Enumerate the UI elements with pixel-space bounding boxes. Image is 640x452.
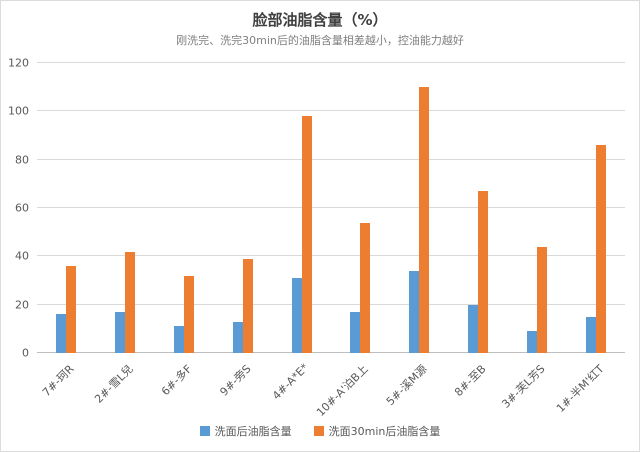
bar-group: [272, 63, 331, 353]
y-tick-label: 0: [22, 346, 29, 360]
gridline: [37, 110, 625, 112]
legend-swatch-orange-icon: [313, 426, 324, 436]
bar-group: [155, 63, 214, 353]
bar-group: [390, 63, 449, 353]
bar-30min-after: [595, 145, 606, 353]
gridline: [37, 303, 625, 305]
bar-30min-after: [360, 222, 371, 353]
bar-after-wash: [409, 270, 420, 353]
bar-after-wash: [291, 278, 302, 353]
bar-after-wash: [350, 311, 361, 353]
bar-30min-after: [536, 246, 547, 353]
bar-group: [566, 63, 625, 353]
plot-area: [37, 62, 625, 353]
y-tick-label: 120: [8, 56, 29, 70]
bar-30min-after: [301, 116, 312, 353]
legend-item-after-wash: 洗面后油脂含量: [199, 423, 292, 439]
bar-30min-after: [477, 191, 488, 353]
bar-group: [37, 63, 96, 353]
bar-group: [331, 63, 390, 353]
bar-after-wash: [115, 311, 126, 353]
bar-after-wash: [173, 326, 184, 353]
bar-group: [507, 63, 566, 353]
bar-after-wash: [467, 304, 478, 353]
gridline: [37, 62, 625, 63]
bar-30min-after: [242, 258, 253, 353]
bar-group: [449, 63, 508, 353]
bar-30min-after: [66, 266, 77, 353]
y-tick-label: 60: [15, 201, 29, 215]
chart-title: 脸部油脂含量（%）: [252, 11, 388, 29]
legend-label-after-wash: 洗面后油脂含量: [214, 425, 292, 438]
x-axis-line: [37, 352, 625, 353]
bar-after-wash: [56, 314, 67, 353]
bar-after-wash: [526, 331, 537, 353]
gridline: [37, 207, 625, 208]
bar-group: [213, 63, 272, 353]
y-tick-label: 100: [8, 104, 29, 118]
bar-30min-after: [183, 275, 194, 353]
y-tick-label: 40: [15, 249, 29, 263]
bar-group: [96, 63, 155, 353]
chart-subtitle: 刚洗完、洗完30min后的油脂含量相差越小，控油能力越好: [176, 34, 464, 47]
gridline: [37, 158, 625, 160]
y-tick-label: 80: [15, 153, 29, 167]
legend-label-30min: 洗面30min后油脂含量: [328, 425, 441, 438]
legend-swatch-blue-icon: [199, 426, 210, 436]
gridline: [37, 255, 625, 257]
y-tick-label: 20: [15, 298, 29, 312]
y-axis: 0 20 40 60 80 100 120: [1, 57, 31, 360]
bar-after-wash: [232, 321, 243, 353]
legend: 洗面后油脂含量 洗面30min后油脂含量: [1, 423, 639, 439]
legend-item-30min: 洗面30min后油脂含量: [313, 423, 441, 439]
bar-30min-after: [419, 87, 430, 353]
bar-after-wash: [585, 316, 596, 353]
bar-30min-after: [125, 251, 136, 353]
